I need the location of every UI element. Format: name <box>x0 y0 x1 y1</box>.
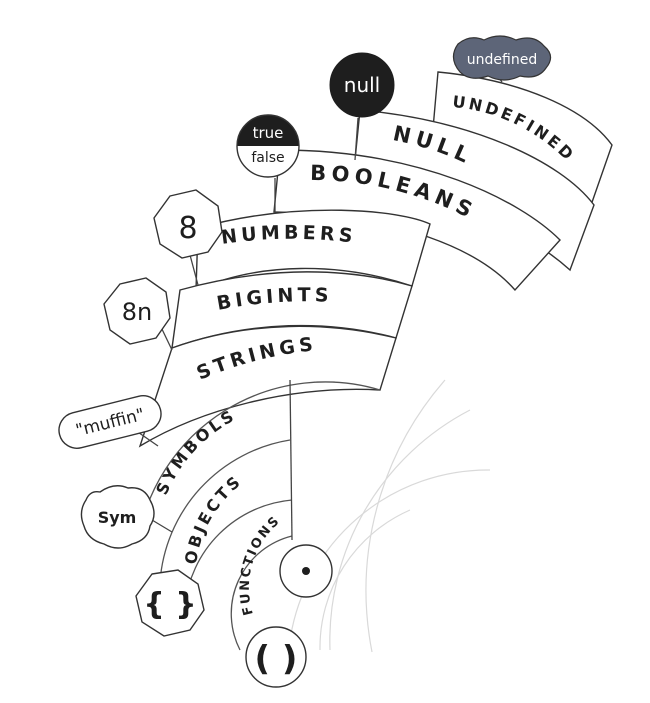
center-point <box>279 544 333 598</box>
example-undefined-text: undefined <box>467 52 537 68</box>
example-function-text: ( ) <box>255 639 298 679</box>
example-function: ( ) <box>245 626 307 688</box>
example-null-text: null <box>344 73 380 97</box>
example-number: 8 <box>153 189 223 259</box>
example-symbol-text: Sym <box>98 508 137 527</box>
example-undefined: undefined <box>452 35 552 81</box>
example-number-text: 8 <box>178 211 197 246</box>
band-strings: STRINGS <box>138 325 397 448</box>
example-object-text: { } <box>143 587 196 622</box>
label-functions: FUNCTIONS <box>238 513 284 617</box>
example-string: "muffin" <box>58 395 162 449</box>
example-object: { } <box>135 569 205 637</box>
band-numbers: NUMBERS <box>195 209 431 292</box>
example-null: null <box>329 52 395 118</box>
example-true-text: true <box>253 124 284 142</box>
example-booleans: true false <box>236 114 300 178</box>
example-bigint: 8n <box>103 277 171 345</box>
example-bigint-text: 8n <box>122 298 152 326</box>
label-objects: OBJECTS <box>181 471 246 566</box>
example-symbol: Sym <box>80 485 155 549</box>
background-rings <box>289 379 491 653</box>
example-false-text: false <box>251 150 284 166</box>
